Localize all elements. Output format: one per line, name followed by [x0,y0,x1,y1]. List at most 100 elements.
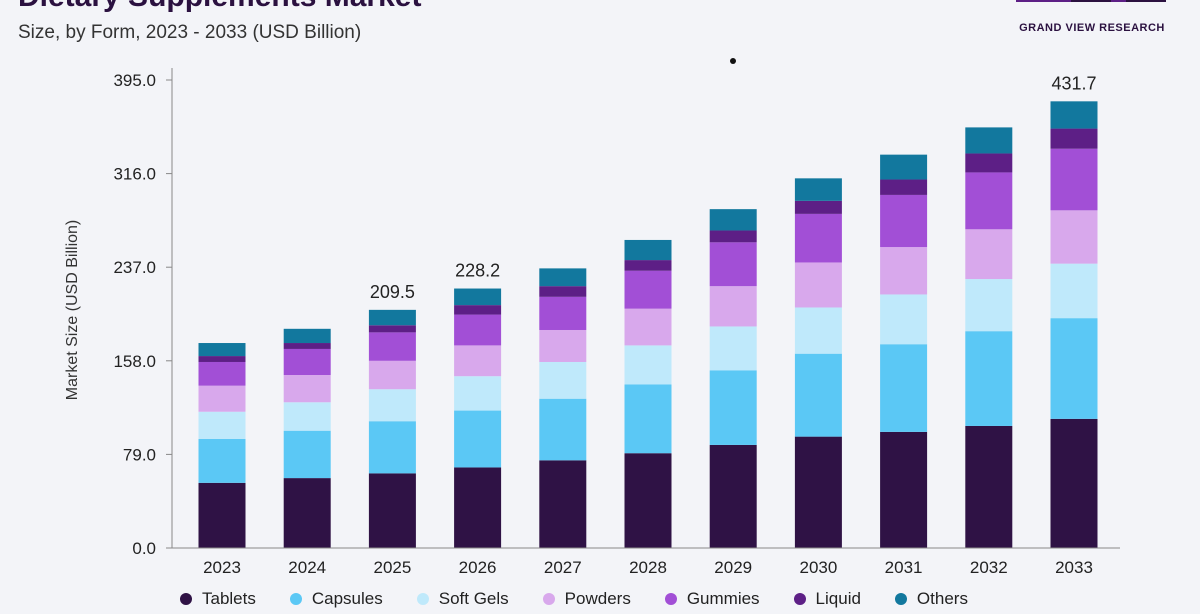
bar-segment-gummies [880,194,928,248]
bar-segment-others [880,154,928,180]
stacked-bar-chart: 0.0 79.0 158.0 237.0 316.0 395.0 2023 2024 2025… [64,68,1120,577]
legend-marker [180,593,192,605]
bar-segment-capsules [539,398,587,461]
y-axis-title: Market Size (USD Billion) [64,220,81,400]
bar-segment-tablets [1050,418,1098,548]
y-tick-label: 79.0 [123,445,156,464]
y-tick-label: 237.0 [113,258,156,277]
bar-segment-capsules [965,331,1013,426]
bar-segment-capsules [454,410,502,468]
bar-segment-tablets [965,425,1013,548]
bar-segment-powders [283,375,331,403]
bar-segment-liquid [880,179,928,195]
bar-segment-others [1050,101,1098,129]
bar-segment-liquid [965,153,1013,173]
legend-item-capsules: Capsules [289,584,383,614]
legend-item-others: Others [894,584,968,614]
x-tick-label: 2030 [799,558,837,577]
legend-label: Soft Gels [438,589,509,608]
total-value-label: 209.5 [370,282,415,302]
bar-segment-powders [624,308,672,346]
bar-segment-gummies [454,314,502,346]
legend-label: Capsules [311,589,383,608]
legend-marker [416,593,429,605]
x-tick-label: 2026 [459,558,497,577]
bar-segment-tablets [624,453,672,548]
legend-marker [793,593,806,605]
x-tick-label: 2027 [544,558,582,577]
legend-label: Gummies [686,589,760,608]
bar-segment-others [709,209,757,231]
legend-marker [664,593,677,605]
bar-segment-gummies [368,332,416,361]
legend-item-soft-gels: Soft Gels [416,584,509,614]
bar-segment-others [454,288,502,306]
legend-marker [289,593,302,605]
bar-segment-tablets [880,431,928,548]
legend-item-gummies: Gummies [664,584,760,614]
y-tick-label: 316.0 [113,165,156,184]
bar-segment-powders [1050,210,1098,264]
legend-item-powders: Powders [542,584,631,614]
bar-segment-liquid [794,200,842,214]
bar-segment-tablets [794,436,842,548]
bars [198,101,1098,548]
legend-item-liquid: Liquid [793,584,861,614]
bar-segment-tablets [709,444,757,548]
x-tick-label: 2033 [1055,558,1093,577]
bar-segment-tablets [283,478,331,548]
bar-segment-soft-gels [624,345,672,385]
bar-segment-liquid [283,343,331,349]
bar-segment-soft-gels [539,361,587,399]
bar-segment-capsules [709,370,757,445]
bar-segment-soft-gels [198,411,246,439]
x-tick-label: 2029 [714,558,752,577]
bar-segment-others [283,328,331,344]
bar-segment-others [794,178,842,201]
bar-segment-others [965,127,1013,154]
x-tick-label: 2028 [629,558,667,577]
bar-segment-capsules [368,421,416,474]
bar-segment-others [368,309,416,326]
x-tick-label: 2031 [885,558,923,577]
bar-segment-tablets [454,467,502,548]
bar-segment-soft-gels [709,326,757,371]
bar-segment-capsules [198,438,246,483]
bar-segment-tablets [539,460,587,548]
bar-segment-tablets [368,473,416,548]
bar-segment-liquid [454,305,502,315]
brand-logo: GRAND VIEW RESEARCH [1006,0,1178,40]
bar-segment-powders [198,385,246,412]
bar-segment-capsules [1050,318,1098,419]
x-tick-label: 2025 [373,558,411,577]
bar-segment-others [539,268,587,287]
y-tick-label: 0.0 [132,539,156,558]
bar-segment-liquid [1050,128,1098,149]
bar-segment-powders [539,329,587,362]
bar-segment-gummies [624,270,672,309]
bar-segment-tablets [198,482,246,548]
bar-segment-soft-gels [283,402,331,431]
bar-segment-gummies [965,172,1013,230]
bar-segment-powders [794,262,842,308]
x-axis: 2023 2024 2025 2026 2027 2028 2029 2030 2031 2032… [172,547,1120,577]
y-axis: 0.0 79.0 158.0 237.0 316.0 395.0 [113,68,173,558]
legend-label: Powders [564,589,631,608]
bar-segment-gummies [198,361,246,386]
bar-segment-liquid [198,356,246,362]
legend-label: Tablets [202,589,256,608]
bar-segment-soft-gels [794,307,842,354]
bar-segment-liquid [368,325,416,333]
bar-segment-gummies [539,296,587,330]
total-labels: 209.5 228.2 431.7 [370,73,1097,302]
bar-segment-soft-gels [880,294,928,345]
legend-label: Others [916,589,968,608]
stray-dot [730,58,736,64]
bar-segment-powders [880,247,928,295]
bar-segment-powders [368,360,416,390]
x-tick-label: 2032 [970,558,1008,577]
bar-segment-gummies [1050,148,1098,211]
bar-segment-capsules [880,344,928,432]
bar-segment-liquid [624,260,672,271]
x-tick-label: 2024 [288,558,326,577]
